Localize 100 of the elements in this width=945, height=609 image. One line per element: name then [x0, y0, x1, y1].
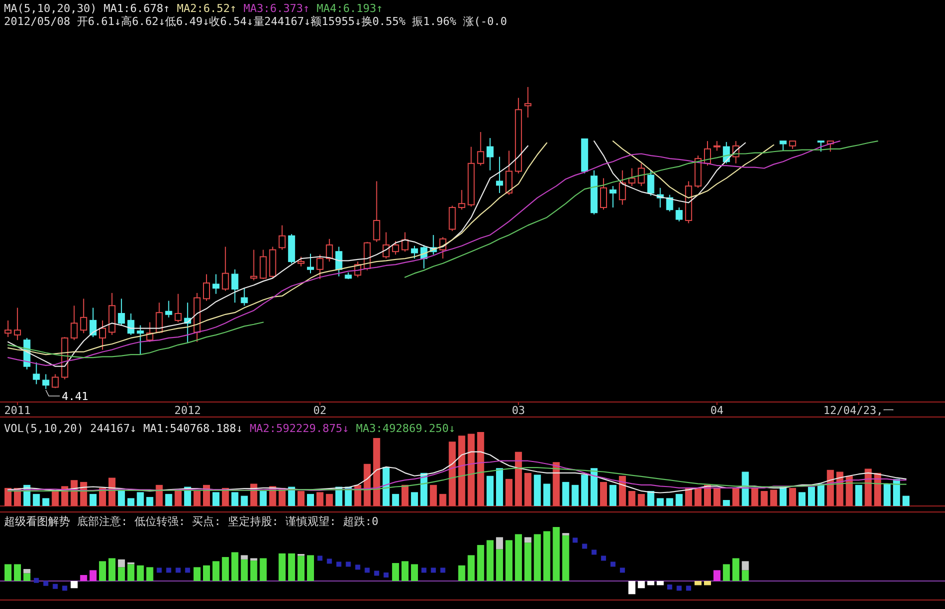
x-tick-label: 02 — [313, 404, 327, 417]
candlestick — [278, 224, 286, 250]
bar — [817, 484, 824, 506]
point — [384, 572, 389, 578]
candlestick — [203, 274, 210, 302]
bar — [278, 553, 286, 581]
candlestick — [477, 132, 484, 166]
bar — [742, 570, 749, 581]
bar — [326, 494, 333, 506]
bar — [514, 534, 522, 581]
bar — [618, 476, 626, 506]
bar — [231, 552, 238, 581]
bar — [430, 484, 437, 506]
bar — [722, 500, 730, 506]
candlestick — [638, 162, 645, 187]
bar — [902, 496, 910, 506]
candlestick — [222, 246, 229, 292]
bar — [468, 555, 475, 581]
bar — [656, 581, 664, 586]
bar — [118, 567, 125, 581]
point — [610, 562, 616, 567]
bar — [798, 492, 806, 506]
bar — [146, 567, 154, 581]
bar — [552, 527, 560, 581]
bar — [373, 438, 380, 506]
point — [176, 568, 181, 573]
chart-title: VOL(5,10,20) 244167↓ — [4, 422, 136, 435]
bar — [32, 494, 40, 506]
candlestick — [373, 180, 380, 242]
bar — [884, 484, 891, 506]
bar — [628, 581, 636, 594]
candlestick — [52, 374, 59, 389]
candlestick — [298, 256, 305, 267]
point — [326, 558, 332, 564]
bar — [52, 490, 59, 506]
point — [374, 570, 380, 576]
bar — [524, 542, 532, 581]
bar — [647, 490, 654, 506]
candlestick — [32, 362, 40, 385]
bar — [4, 564, 12, 581]
point — [572, 538, 578, 543]
candlestick — [136, 324, 144, 356]
candlestick — [165, 300, 172, 318]
bar — [212, 492, 220, 506]
annotation: 买点: — [192, 515, 221, 528]
point — [601, 556, 606, 561]
bar — [638, 581, 645, 588]
bar — [306, 494, 314, 506]
bar — [240, 496, 248, 506]
bar — [609, 484, 616, 506]
bar — [543, 484, 550, 506]
candlestick — [780, 140, 787, 152]
bar — [99, 488, 106, 506]
bar — [439, 494, 446, 506]
bar — [732, 558, 740, 581]
bar — [402, 484, 409, 506]
candlestick — [4, 320, 12, 338]
bar — [146, 496, 154, 506]
bar — [136, 565, 144, 581]
text: MA2:6.52↑ — [176, 2, 236, 15]
bar — [514, 452, 522, 506]
bar — [260, 490, 267, 506]
point — [166, 568, 172, 573]
candlestick — [231, 268, 238, 304]
point — [336, 562, 342, 567]
bar — [392, 563, 400, 581]
candlestick — [676, 207, 683, 222]
bar — [156, 484, 163, 506]
bar — [713, 488, 720, 506]
bar — [4, 488, 12, 506]
chart-title: 超级看图解势 — [4, 515, 70, 528]
bar — [638, 494, 645, 506]
x-tick-label: 2011 — [4, 404, 31, 417]
x-tick-label: 2012 — [174, 404, 201, 417]
bar — [136, 492, 144, 506]
x-tick-label: 12/04/23,一 — [823, 404, 894, 417]
bar — [685, 488, 692, 506]
bar — [656, 498, 664, 506]
bar — [477, 544, 484, 581]
text: MA3:492869.250↓ — [356, 422, 456, 435]
bar — [108, 558, 116, 581]
candlestick — [42, 374, 50, 390]
bar — [14, 564, 21, 581]
bar — [250, 558, 258, 561]
text: MA2:592229.875↓ — [250, 422, 350, 435]
bar — [240, 555, 248, 560]
x-tick-label: 03 — [512, 404, 526, 417]
bar — [240, 559, 248, 581]
bar — [410, 492, 418, 506]
candlestick — [90, 307, 97, 338]
candlestick — [99, 320, 106, 350]
bar — [524, 537, 532, 543]
candlestick — [335, 246, 342, 277]
bar — [534, 474, 541, 506]
text: 4.41 — [62, 390, 88, 403]
point — [620, 568, 625, 573]
bar — [477, 432, 484, 506]
bar — [260, 558, 267, 581]
bar — [562, 482, 570, 506]
point — [346, 562, 351, 567]
